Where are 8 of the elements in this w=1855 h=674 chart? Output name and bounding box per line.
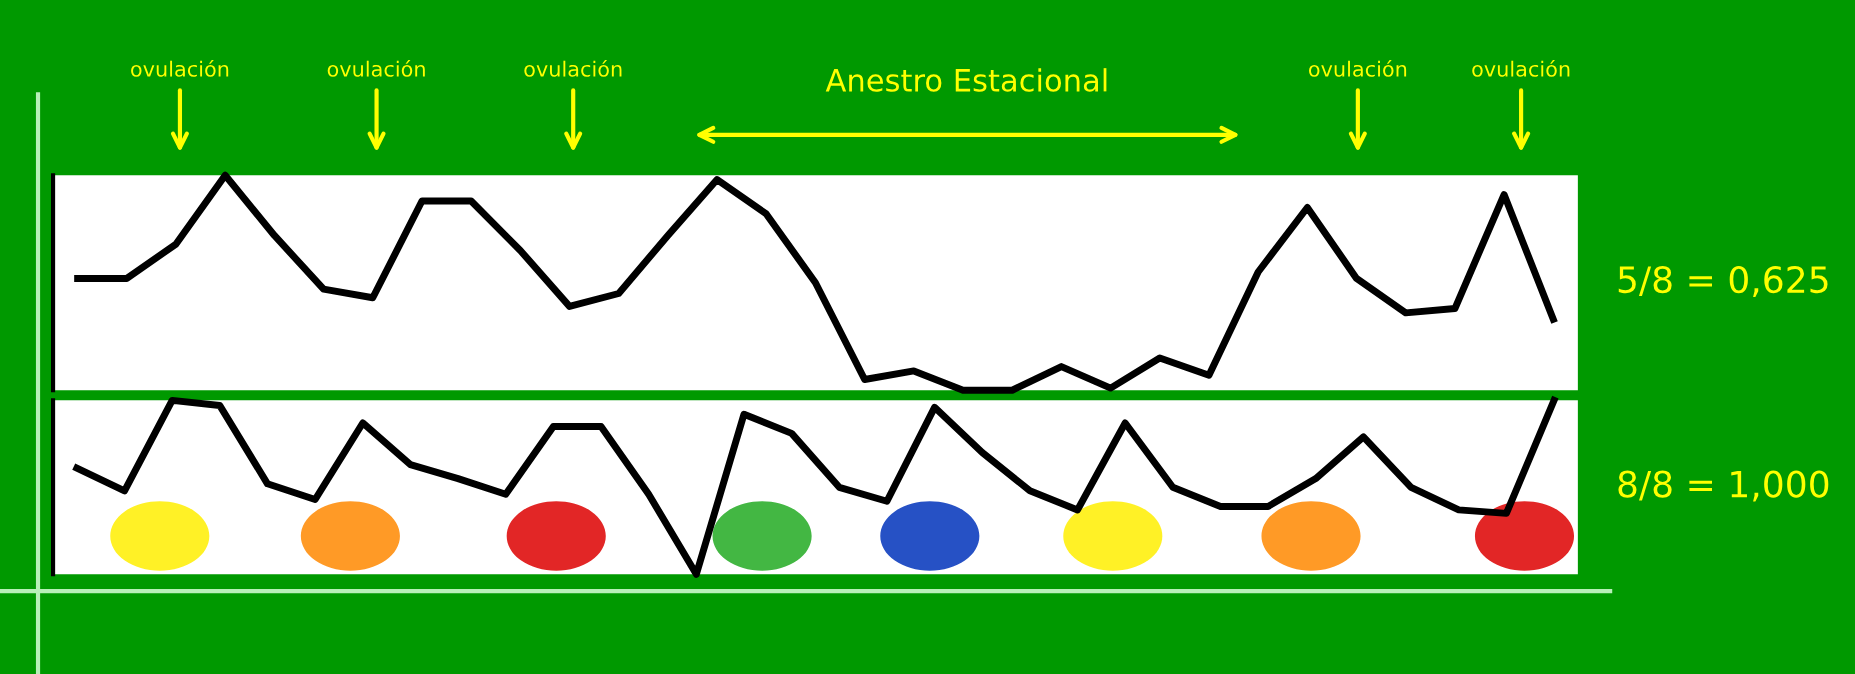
text: ovulación (1308, 59, 1407, 77)
text: ovulación (524, 59, 622, 77)
text: 8/8 = 1,000 (1618, 470, 1829, 502)
text: Anestro Estacional (825, 68, 1107, 92)
text: ovulación (327, 59, 425, 77)
text: ovulación (1472, 59, 1570, 77)
text: 5/8 = 0,625 (1618, 265, 1828, 297)
text: ovulación (131, 59, 229, 77)
